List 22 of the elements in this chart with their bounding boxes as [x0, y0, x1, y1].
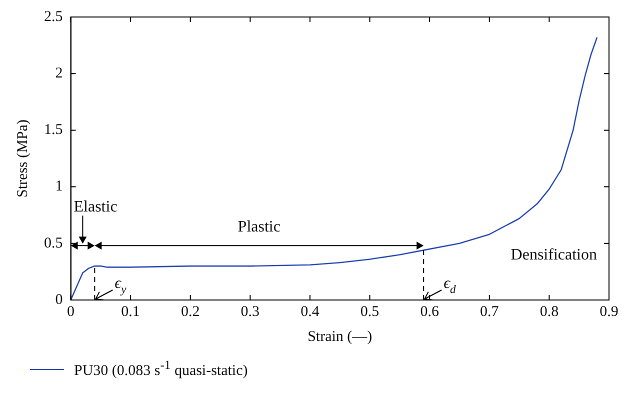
y-tick-label: 1	[55, 178, 63, 195]
x-tick-label: 0.7	[480, 304, 500, 320]
legend-label: PU30 (0.083 s$^{-1}$ quasi-static)	[74, 358, 248, 380]
x-tick-label: 0.8	[540, 304, 559, 320]
x-axis-title: Strain (—)	[308, 328, 372, 345]
x-tick-label: 0.1	[121, 304, 140, 320]
x-tick-label: 0.5	[360, 304, 380, 320]
annotation: Elastic	[74, 198, 118, 216]
x-tick-label: 0.3	[240, 304, 260, 320]
x-tick-label: 0.2	[180, 304, 200, 320]
y-tick-label: 2	[55, 66, 63, 82]
y-tick-label: 1.5	[44, 122, 63, 138]
annotation: Densification	[510, 246, 597, 264]
y-tick-label: 2.5	[44, 8, 63, 25]
y-tick-label: 0.5	[44, 235, 63, 252]
x-tick-label: 0	[67, 304, 74, 320]
x-tick-label: 0.9	[600, 304, 618, 320]
y-axis-title: Stress (MPa)	[14, 120, 31, 198]
x-tick-label: 0.6	[420, 304, 440, 320]
annotation: Plastic	[238, 218, 280, 236]
x-tick-label: 0.4	[300, 304, 320, 320]
y-tick-label: 0	[55, 292, 63, 308]
